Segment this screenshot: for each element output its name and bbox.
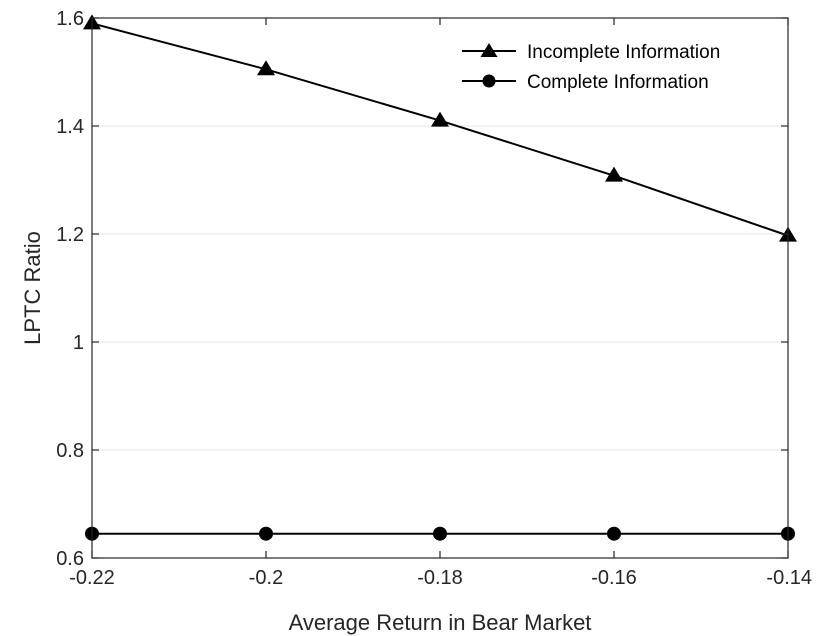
data-point-circle bbox=[259, 526, 273, 541]
y-tick-label: 1.6 bbox=[56, 8, 84, 30]
data-point-circle bbox=[607, 526, 621, 541]
x-axis-label: Average Return in Bear Market bbox=[289, 610, 592, 635]
y-tick-label: 1.4 bbox=[56, 116, 84, 138]
legend-item-incomplete: Incomplete Information bbox=[462, 42, 720, 63]
data-point-triangle bbox=[431, 111, 449, 127]
data-point-circle bbox=[433, 526, 447, 541]
x-tick-labels: -0.22 -0.2 -0.18 -0.16 -0.14 bbox=[69, 567, 812, 589]
y-tick-labels: 0.6 0.8 1 1.2 1.4 1.6 bbox=[56, 8, 84, 570]
y-tick-label: 0.8 bbox=[56, 440, 84, 462]
legend-label-complete: Complete Information bbox=[527, 72, 709, 93]
plot-background bbox=[92, 18, 788, 558]
legend-label-incomplete: Incomplete Information bbox=[527, 42, 720, 63]
legend: Incomplete Information Complete Informat… bbox=[462, 42, 720, 93]
axis-ticks bbox=[91, 17, 789, 559]
y-tick-label: 0.6 bbox=[56, 548, 84, 570]
x-tick-label: -0.18 bbox=[417, 567, 463, 589]
x-tick-label: -0.2 bbox=[249, 567, 283, 589]
y-axis-label: LPTC Ratio bbox=[20, 231, 45, 345]
y-tick-label: 1.2 bbox=[56, 224, 84, 246]
y-tick-label: 1 bbox=[73, 332, 84, 354]
x-tick-label: -0.16 bbox=[591, 567, 637, 589]
data-point-triangle bbox=[605, 166, 623, 182]
x-tick-label: -0.22 bbox=[69, 567, 115, 589]
x-tick-label: -0.14 bbox=[766, 567, 812, 589]
legend-triangle-marker bbox=[480, 43, 498, 57]
legend-circle-marker bbox=[482, 74, 496, 88]
legend-item-complete: Complete Information bbox=[462, 72, 709, 93]
data-point-triangle bbox=[257, 60, 275, 76]
